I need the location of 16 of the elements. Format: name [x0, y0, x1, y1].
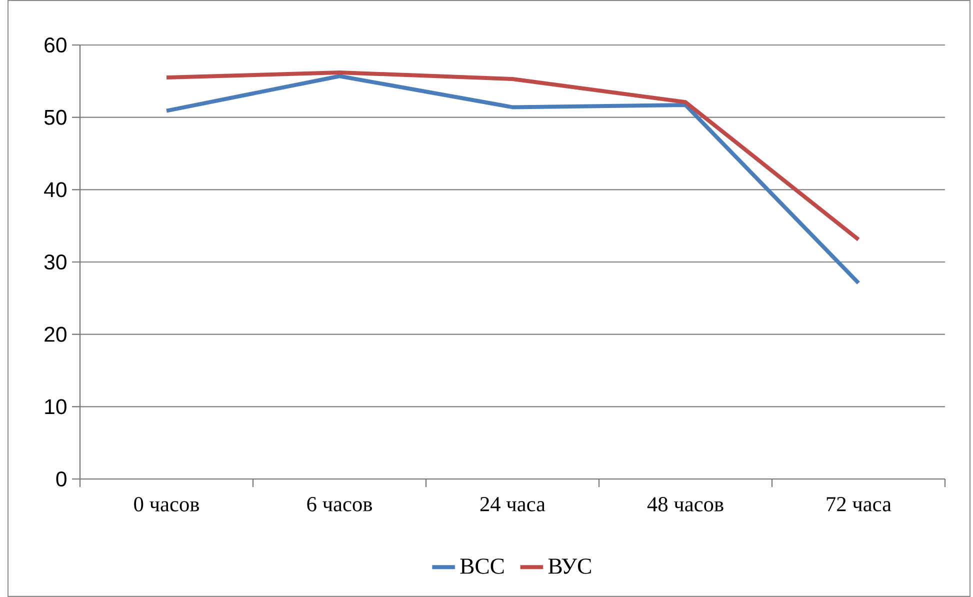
x-tick-label: 6 часов: [307, 497, 372, 512]
y-tick-label: 30: [44, 254, 66, 270]
x-tick-label: 48 часов: [647, 497, 724, 512]
y-tick-label: 20: [44, 326, 66, 342]
y-tick-label: 0: [56, 471, 66, 487]
legend-label: ВСС: [460, 558, 504, 574]
y-tick-label: 10: [45, 399, 66, 414]
x-tick-label: 24 часа: [480, 497, 546, 512]
x-tick-label: 0 часов: [134, 497, 199, 512]
line-series: [164, 70, 860, 242]
line-series: [164, 74, 860, 285]
legend-label: ВУС: [548, 558, 591, 574]
x-tick-label: 72 часа: [826, 497, 892, 512]
y-tick-label: 50: [44, 110, 66, 125]
y-tick-label: 60: [44, 37, 66, 53]
y-tick-label: 40: [44, 182, 66, 198]
